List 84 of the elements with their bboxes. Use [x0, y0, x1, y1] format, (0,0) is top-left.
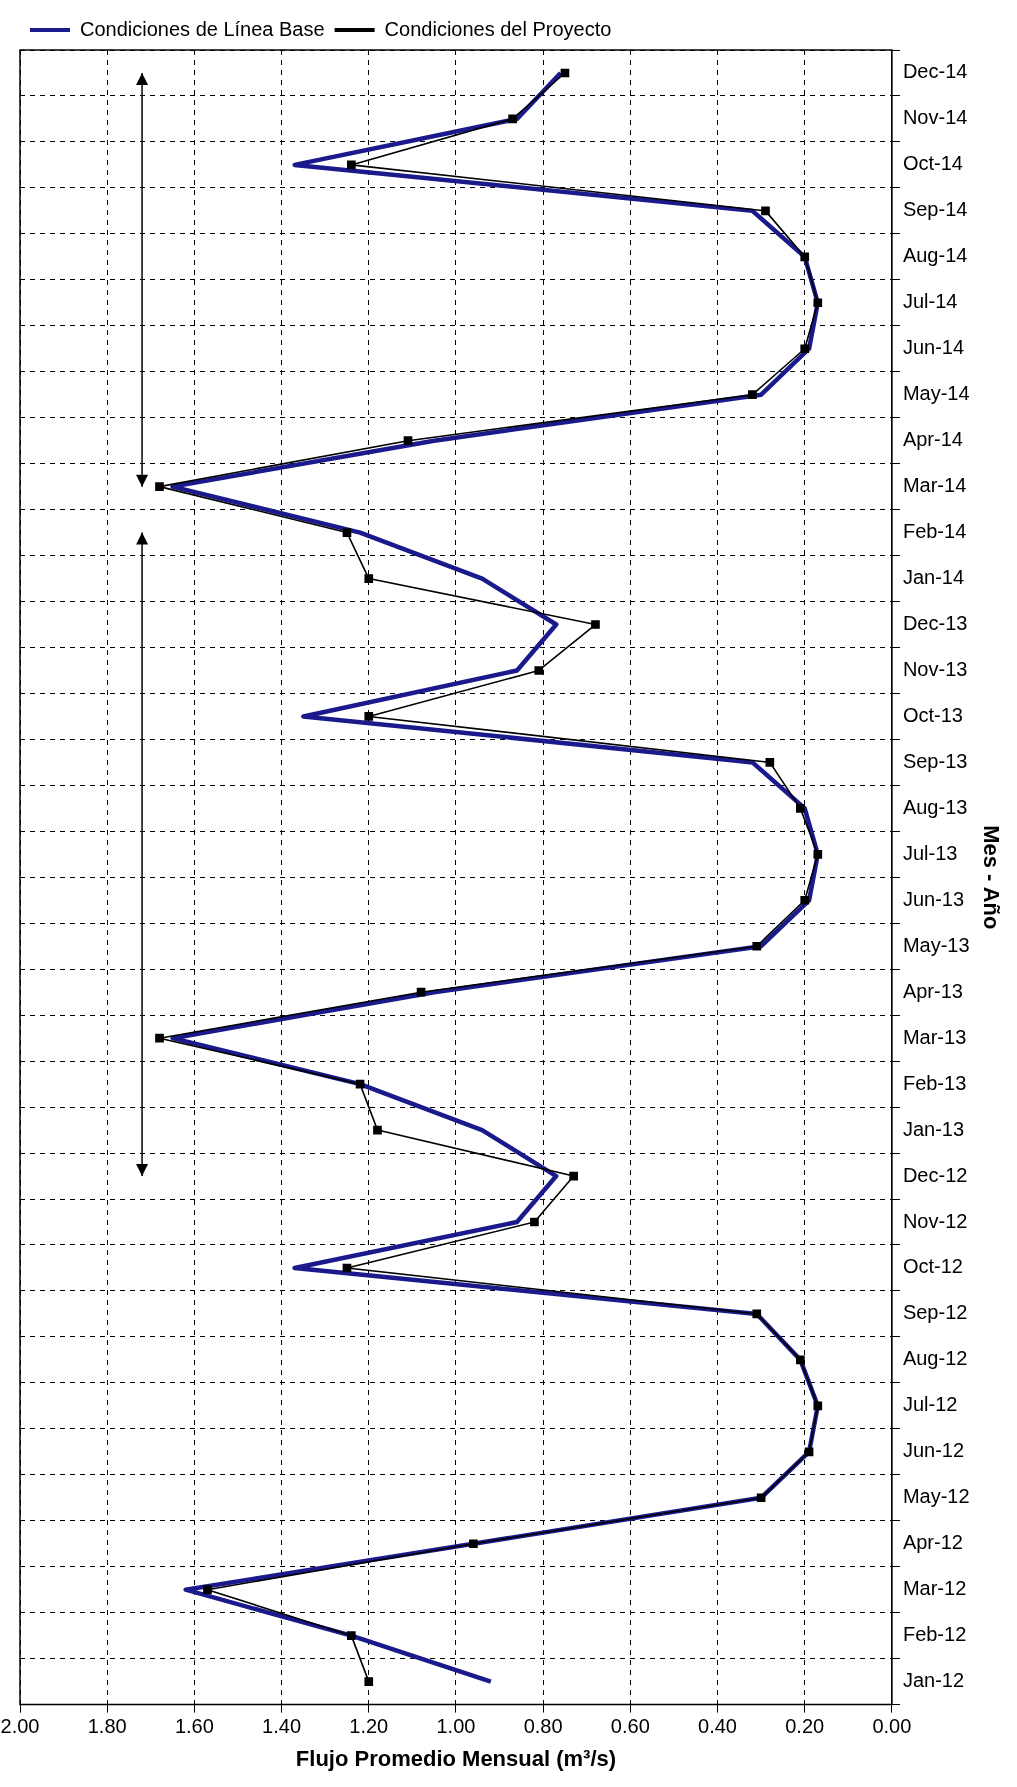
y-tick-label: May-13 [902, 933, 970, 956]
point [765, 758, 775, 767]
point [373, 1125, 382, 1135]
x-tick-label: 0.60 [610, 1715, 650, 1738]
point [813, 298, 823, 308]
point [748, 390, 757, 400]
x-tick-label: 1.20 [349, 1715, 389, 1738]
y-tick-label: Oct-13 [902, 703, 963, 726]
point [796, 1355, 805, 1365]
point [469, 1539, 478, 1549]
y-tick-label: Jul-12 [902, 1393, 958, 1416]
x-tick-label: 0.00 [872, 1715, 912, 1738]
point [364, 1677, 374, 1686]
point [155, 1033, 164, 1043]
legend-label: Condiciones del Proyecto [384, 17, 612, 40]
x-tick-label: 1.80 [87, 1715, 127, 1738]
point [756, 1493, 766, 1503]
y-tick-label: Nov-12 [902, 1209, 968, 1232]
y-tick-label: Dec-12 [902, 1163, 968, 1186]
y-tick-label: Nov-14 [902, 106, 968, 129]
y-axis-title: Mes - Año [978, 825, 1004, 930]
y-tick-label: Aug-13 [902, 795, 968, 818]
y-tick-label: Apr-12 [902, 1531, 963, 1554]
point [346, 1631, 356, 1640]
legend-label: Condiciones de Línea Base [80, 17, 325, 40]
point [203, 1585, 212, 1595]
y-tick-label: Mar-13 [902, 1025, 967, 1048]
point [813, 1401, 823, 1411]
point [416, 987, 426, 997]
y-tick-label: Feb-12 [902, 1623, 967, 1646]
x-tick-label: 0.40 [698, 1715, 737, 1738]
point [752, 1309, 762, 1319]
y-tick-label: May-12 [902, 1485, 970, 1508]
point [761, 206, 770, 216]
point [796, 804, 805, 813]
y-tick-label: Jan-13 [902, 1117, 965, 1140]
y-tick-label: Sep-12 [902, 1301, 968, 1324]
point [155, 482, 164, 491]
point [813, 849, 823, 859]
y-tick-label: Oct-14 [902, 152, 963, 175]
point [569, 1171, 578, 1181]
point [800, 252, 810, 262]
y-tick-label: Feb-13 [902, 1071, 967, 1094]
x-tick-label: 2.00 [0, 1715, 40, 1738]
x-tick-label: 1.40 [262, 1715, 302, 1738]
y-tick-label: Jul-13 [902, 841, 958, 864]
x-tick-label: 0.20 [785, 1715, 825, 1738]
y-tick-label: Jan-12 [902, 1669, 965, 1692]
point [508, 114, 517, 124]
y-tick-label: Aug-12 [902, 1347, 968, 1370]
y-tick-label: Feb-14 [902, 520, 967, 543]
y-tick-label: Sep-14 [902, 198, 968, 221]
y-tick-label: Jun-12 [902, 1439, 965, 1462]
y-tick-label: Aug-14 [902, 244, 968, 267]
point [800, 895, 810, 905]
y-tick-label: Jun-13 [902, 887, 965, 910]
point [364, 574, 374, 583]
point [364, 712, 374, 721]
point [800, 344, 810, 354]
point [752, 941, 762, 951]
y-tick-label: Sep-13 [902, 749, 968, 772]
y-tick-label: Dec-14 [902, 60, 968, 83]
y-tick-label: Jul-14 [902, 290, 958, 313]
y-tick-label: Oct-12 [902, 1255, 963, 1278]
y-tick-label: Mar-12 [902, 1577, 967, 1600]
x-tick-label: 1.00 [436, 1715, 476, 1738]
point [342, 528, 352, 537]
point [530, 1217, 539, 1227]
x-tick-label: 1.60 [174, 1715, 214, 1738]
y-tick-label: Apr-14 [902, 428, 963, 451]
y-tick-label: Mar-14 [902, 474, 967, 497]
y-tick-label: Nov-13 [902, 657, 968, 680]
x-tick-label: 0.80 [523, 1715, 563, 1738]
y-tick-label: Jan-14 [902, 566, 965, 589]
point [804, 1447, 814, 1457]
y-tick-label: Apr-13 [902, 979, 963, 1002]
y-tick-label: Dec-13 [902, 612, 968, 635]
x-axis-title: Flujo Promedio Mensual (m³/s) [295, 1745, 617, 1771]
point [534, 666, 544, 675]
y-tick-label: Jun-14 [902, 336, 965, 359]
point [346, 160, 356, 170]
point [591, 620, 600, 629]
y-tick-label: May-14 [902, 382, 970, 405]
point [403, 436, 413, 446]
